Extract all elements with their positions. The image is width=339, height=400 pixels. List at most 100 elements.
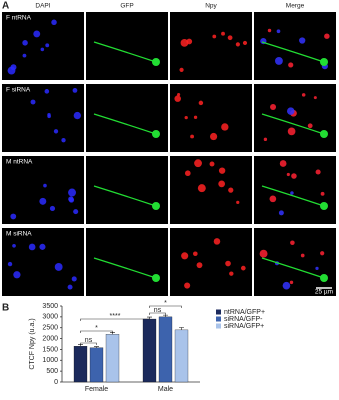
- scale-bar-label: 25 µm: [315, 289, 333, 296]
- bar: [142, 318, 157, 383]
- bracket: [80, 342, 97, 345]
- row-label: M ntRNA: [6, 159, 33, 166]
- cell-signal: [194, 159, 202, 168]
- cell-signal: [313, 96, 317, 100]
- y-axis-label: CTCF Npy (u.a.): [29, 318, 36, 369]
- cell-signal: [324, 33, 330, 39]
- cell-signal: [54, 263, 63, 271]
- bar: [105, 334, 120, 383]
- cell-signal: [209, 132, 218, 141]
- annotation: ns: [85, 337, 93, 344]
- cell-signal: [40, 47, 45, 52]
- row-label: F siRNA: [6, 87, 31, 94]
- cell-signal: [320, 251, 325, 256]
- cell-signal: [275, 57, 283, 65]
- cell-signal: [229, 271, 234, 276]
- cell-signal: [290, 240, 295, 246]
- y-tick-label: 2500: [42, 325, 58, 332]
- cell-signal: [174, 95, 181, 102]
- cell-signal: [193, 115, 198, 120]
- cell-signal: [221, 31, 225, 36]
- cell-signal: [61, 138, 66, 143]
- panel-label: A: [2, 1, 9, 12]
- cell-signal: [287, 107, 295, 115]
- cell-signal: [39, 243, 46, 250]
- cell-signal: [242, 40, 248, 46]
- micrograph: [86, 228, 168, 296]
- cell-signal: [213, 238, 221, 245]
- cell-signal: [259, 249, 268, 258]
- cell-signal: [299, 37, 306, 44]
- micrograph: [170, 84, 252, 152]
- neuron: [261, 257, 325, 279]
- cell-signal: [267, 28, 272, 33]
- neuron-soma: [320, 202, 328, 210]
- x-tick-label: Female: [85, 386, 108, 393]
- y-tick-label: 3500: [42, 303, 58, 310]
- annotation: ****: [110, 313, 121, 320]
- bar: [89, 347, 104, 383]
- cell-signal: [43, 183, 47, 188]
- cell-signal: [307, 123, 313, 129]
- cell-signal: [198, 100, 204, 106]
- annotation: ns: [154, 307, 162, 314]
- cell-signal: [240, 265, 246, 271]
- error-bar: [78, 344, 83, 347]
- neuron: [93, 185, 157, 207]
- neuron-soma: [152, 58, 160, 66]
- cell-signal: [301, 93, 306, 97]
- cell-signal: [209, 161, 215, 167]
- cell-signal: [180, 38, 189, 47]
- cell-signal: [287, 127, 296, 136]
- micrograph: [254, 156, 336, 224]
- micrograph: [170, 228, 252, 296]
- cell-signal: [184, 170, 191, 177]
- cell-signal: [225, 260, 231, 267]
- cell-signal: [269, 195, 277, 203]
- cell-signal: [235, 42, 240, 47]
- y-tick-label: 1500: [42, 346, 58, 353]
- cell-signal: [7, 66, 16, 75]
- cell-signal: [228, 187, 234, 193]
- column-header: Merge: [286, 3, 305, 10]
- micrograph: [254, 228, 336, 296]
- annotation: *: [164, 300, 167, 307]
- cell-signal: [22, 53, 27, 58]
- neuron: [93, 257, 157, 279]
- column-header: Npy: [205, 3, 217, 10]
- cell-signal: [212, 34, 217, 39]
- cell-signal: [44, 89, 50, 94]
- cell-signal: [218, 167, 226, 174]
- cell-signal: [184, 282, 191, 289]
- cell-signal: [33, 30, 41, 38]
- image-grid: DAPI GFP Npy Merge F ntRNA F siRNA M ntRNA M si…: [2, 3, 336, 296]
- neuron-soma: [152, 274, 160, 282]
- cell-signal: [177, 93, 181, 97]
- cell-signal: [263, 137, 268, 142]
- cell-signal: [30, 99, 36, 105]
- neuron: [93, 113, 157, 135]
- legend-swatch: [216, 323, 221, 329]
- cell-signal: [282, 281, 291, 290]
- legend-label: ntRNA/GFP+: [224, 309, 265, 316]
- cell-signal: [227, 35, 233, 41]
- micrograph: [2, 84, 84, 152]
- cell-signal: [315, 266, 319, 271]
- neuron-soma: [152, 202, 160, 210]
- cell-signal: [300, 253, 305, 258]
- cell-signal: [181, 252, 189, 260]
- cell-signal: [73, 209, 79, 215]
- error-bar: [110, 331, 115, 335]
- cell-signal: [22, 40, 28, 46]
- micrograph: [254, 84, 336, 152]
- column-header: GFP: [120, 3, 133, 10]
- cell-signal: [179, 67, 184, 72]
- cell-signal: [68, 188, 77, 197]
- cell-signal: [49, 205, 56, 212]
- cell-signal: [291, 173, 297, 179]
- cell-signal: [71, 276, 77, 282]
- cell-signal: [47, 114, 51, 119]
- neuron: [261, 41, 325, 63]
- micrograph: [86, 12, 168, 80]
